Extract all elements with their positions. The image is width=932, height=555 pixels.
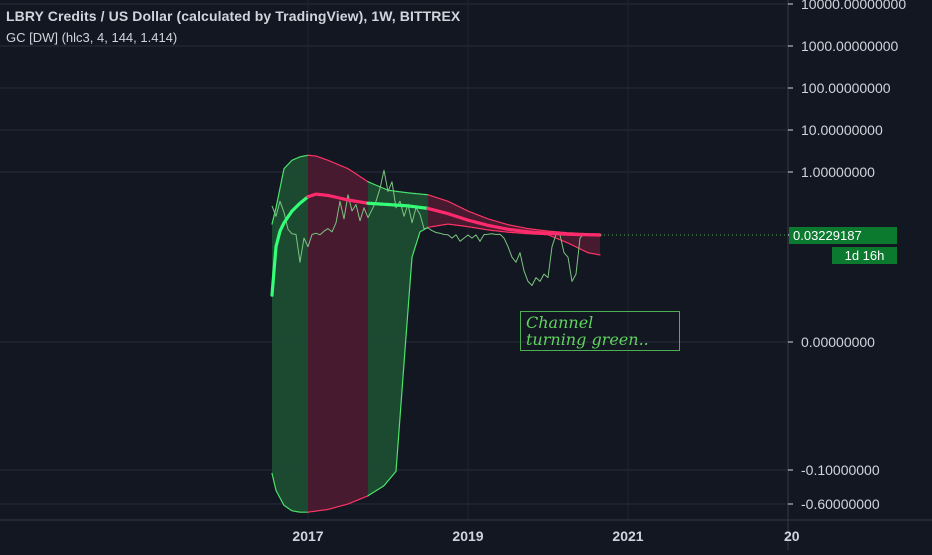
x-tick-labels[interactable]: 2017 2019 2021 20: [292, 528, 799, 544]
band-region-red: [308, 155, 368, 513]
mid-line-segment: [306, 192, 370, 205]
lower-band-line-segment: [307, 495, 369, 513]
channel-band: [272, 155, 600, 513]
band-region-green: [272, 155, 308, 513]
y-tick-label: 1.00000000: [801, 164, 875, 180]
mid-line-segment: [270, 195, 310, 297]
band-region-green: [368, 181, 428, 496]
y-tick-label: 10000.00000000: [801, 0, 906, 12]
y-tick-label: 100.00000000: [801, 80, 891, 96]
y-tick-label: 0.00000000: [801, 334, 875, 350]
upper-band-line-segment: [307, 154, 369, 183]
price-line: [271, 169, 601, 286]
y-tick-label: -0.60000000: [801, 496, 880, 512]
lower-band-line-segment: [367, 226, 429, 497]
upper-band-line-segment: [367, 181, 429, 196]
x-tick-label: 2021: [612, 528, 643, 544]
lower-band-line-segment: [427, 223, 601, 256]
mid-line-segment: [426, 206, 602, 237]
annotation-line-1: Channel: [526, 313, 594, 332]
upper-band-line-segment: [271, 154, 309, 225]
y-tick-label: 1000.00000000: [801, 38, 899, 54]
x-tick-label: 20: [784, 528, 800, 544]
y-tick-label: 10.00000000: [801, 122, 883, 138]
y-tick-label: -0.10000000: [801, 462, 880, 478]
x-tick-label: 2019: [452, 528, 483, 544]
bar-countdown-tag: 1d 16h: [832, 247, 897, 264]
annotation-note[interactable]: Channel turning green..: [520, 311, 680, 351]
lower-band-line: [271, 223, 601, 513]
y-tick-labels[interactable]: 10000.00000000 1000.00000000 100.00000000 1…: [788, 0, 906, 512]
x-tick-label: 2017: [292, 528, 323, 544]
mid-line: [270, 192, 602, 297]
mid-line-segment: [366, 201, 430, 210]
last-price-tag: 0.03229187: [789, 227, 897, 244]
lower-band-line-segment: [271, 472, 309, 513]
annotation-line-2: turning green..: [526, 330, 649, 349]
